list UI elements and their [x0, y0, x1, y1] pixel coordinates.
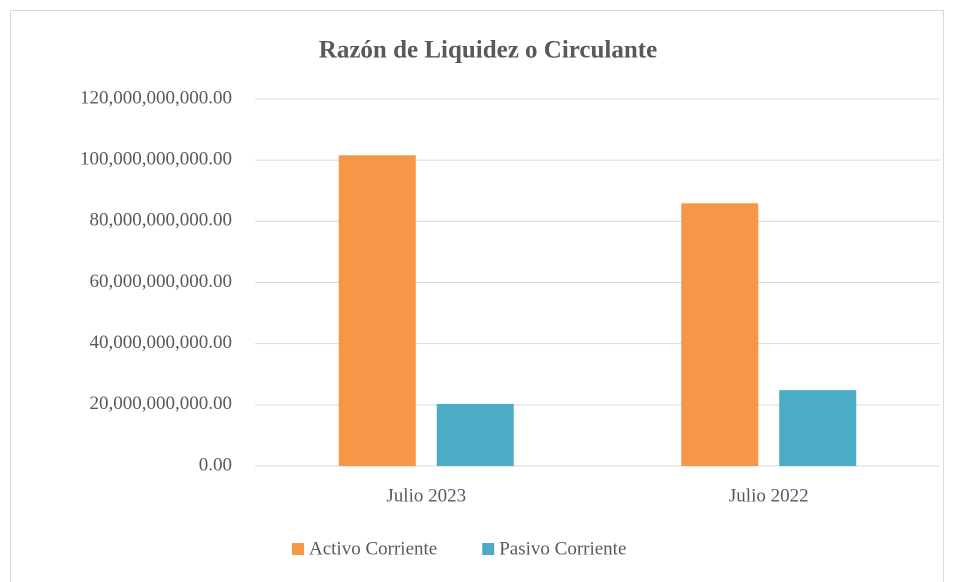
y-tick-label: 120,000,000,000.00: [80, 87, 232, 108]
bar: [436, 403, 514, 466]
y-tick-label: 100,000,000,000.00: [80, 149, 232, 170]
x-tick-label: Julio 2023: [386, 485, 466, 506]
legend-label: Activo Corriente: [309, 538, 437, 559]
bar: [681, 203, 759, 466]
y-tick-label: 40,000,000,000.00: [90, 332, 233, 353]
bar: [338, 155, 416, 467]
legend-label: Pasivo Corriente: [499, 538, 626, 559]
legend-swatch: [482, 543, 495, 555]
legend-swatch: [292, 543, 304, 555]
y-tick-label: 20,000,000,000.00: [90, 393, 233, 414]
y-tick-label: 0.00: [199, 454, 232, 475]
y-tick-label: 60,000,000,000.00: [90, 271, 233, 292]
chart-border: [10, 10, 944, 582]
y-tick-label: 80,000,000,000.00: [90, 210, 233, 231]
x-tick-label: Julio 2022: [729, 485, 809, 506]
bar: [779, 390, 857, 466]
chart-title: Razón de Liquidez o Circulante: [319, 37, 657, 64]
